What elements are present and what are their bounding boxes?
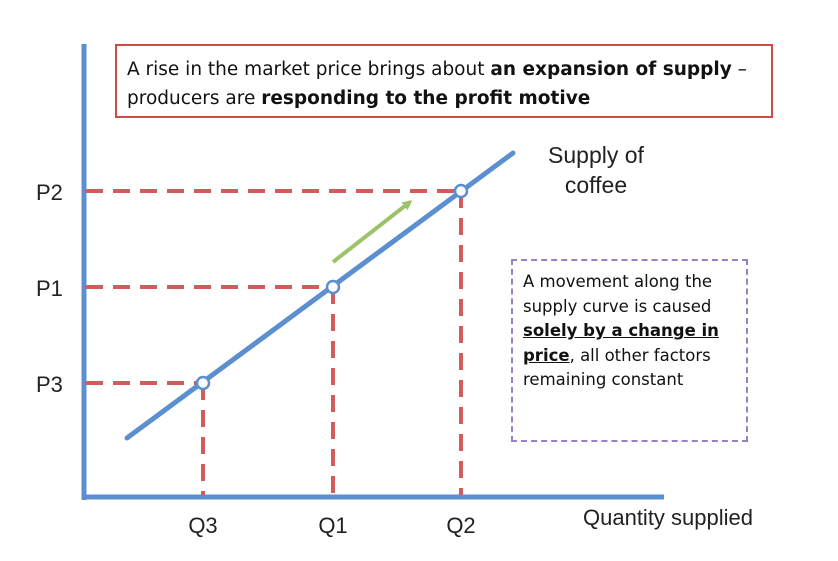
curve-label-line-1: Supply of (548, 142, 645, 168)
heading-text-3: – producers are (127, 59, 747, 109)
note-text-1: A movement along the supply curve is cau… (523, 272, 713, 316)
note-text-2: solely by a change in price (523, 321, 719, 365)
price-label-p1: P1 (36, 276, 63, 301)
explanation-note: A movement along the supply curve is cau… (511, 259, 748, 442)
price-label-p2: P2 (36, 180, 63, 205)
heading-text-4: responding to the profit motive (261, 88, 591, 109)
heading-text-1: A rise in the market price brings about (127, 59, 491, 80)
heading-callout: A rise in the market price brings about … (115, 44, 773, 118)
quantity-label-q3: Q3 (188, 513, 217, 538)
point-p2-q2 (453, 183, 469, 199)
x-axis-title: Quantity supplied (583, 505, 753, 530)
note-text-3: , all other factors remaining constant (523, 345, 711, 390)
curve-label-line-2: coffee (565, 172, 627, 198)
point-p3-q3 (195, 375, 211, 391)
quantity-label-q1: Q1 (318, 513, 347, 538)
heading-text-2: an expansion of supply (490, 59, 732, 80)
supply-curve (124, 150, 516, 441)
quantity-label-q2: Q2 (446, 513, 475, 538)
price-label-p3: P3 (36, 372, 63, 397)
point-p1-q1 (325, 279, 341, 295)
movement-arrow (331, 200, 413, 264)
